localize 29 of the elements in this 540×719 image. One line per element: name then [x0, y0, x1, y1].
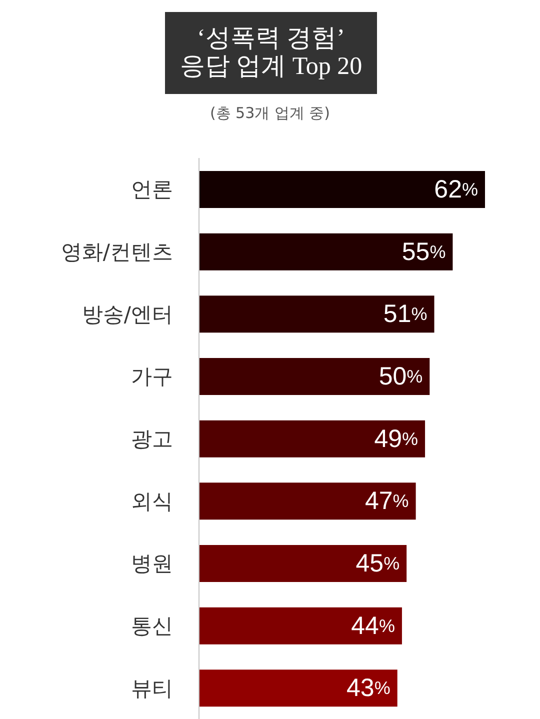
data-label: 55%	[402, 238, 446, 266]
data-label: 51%	[383, 300, 428, 328]
data-label: 50%	[378, 362, 423, 390]
y-tick-label: 언론	[131, 178, 173, 202]
bar	[199, 420, 426, 458]
data-label: 43%	[346, 674, 390, 702]
bar	[199, 482, 416, 520]
y-tick-label: 뷰티	[131, 676, 173, 700]
y-tick-label: 광고	[131, 426, 173, 451]
chart-subtitle: (총 53개 업계 중)	[210, 104, 330, 122]
bar	[199, 171, 485, 208]
bar	[199, 670, 398, 707]
data-label: 44%	[351, 612, 395, 640]
bar	[199, 296, 434, 333]
data-label: 62%	[434, 176, 478, 204]
data-label: 49%	[374, 424, 418, 453]
y-tick-label: 통신	[131, 614, 173, 638]
y-tick-label: 외식	[131, 489, 173, 514]
y-tick-label: 방송/엔터	[82, 302, 173, 326]
y-tick-label: 병원	[131, 552, 173, 576]
bar	[199, 233, 453, 270]
bar	[199, 607, 402, 644]
y-tick-label: 영화/컨텐츠	[60, 240, 173, 264]
data-label: 45%	[356, 550, 400, 578]
bar	[199, 358, 430, 395]
y-tick-label: 가구	[131, 364, 173, 389]
chart-title: ‘성폭력 경험’ 응답 업계 Top 20	[180, 25, 362, 81]
data-label: 47%	[364, 487, 409, 516]
bar	[199, 545, 407, 582]
